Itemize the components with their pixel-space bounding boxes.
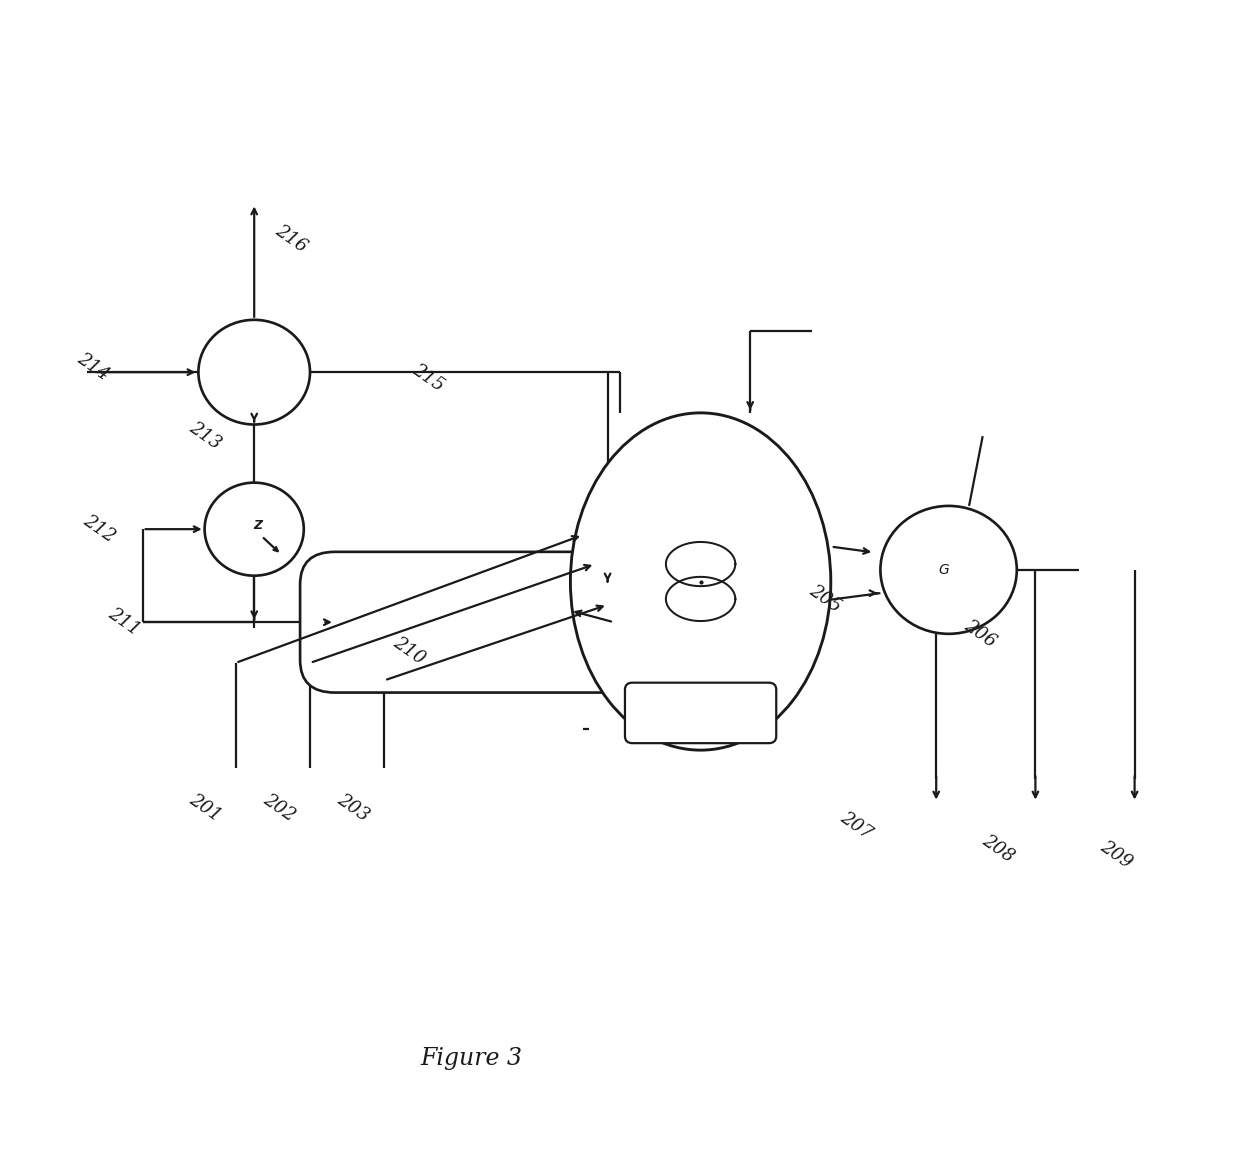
Text: 214: 214 [73, 349, 113, 384]
Text: 215: 215 [408, 361, 448, 395]
FancyBboxPatch shape [300, 552, 642, 693]
Text: 210: 210 [389, 634, 429, 669]
FancyBboxPatch shape [625, 683, 776, 743]
Text: 208: 208 [978, 832, 1018, 866]
Text: 203: 203 [334, 791, 373, 826]
Text: 212: 212 [79, 512, 119, 547]
Text: 216: 216 [272, 221, 311, 256]
Text: 204: 204 [668, 704, 708, 739]
Text: Figure 3: Figure 3 [420, 1047, 522, 1070]
Text: Z: Z [253, 519, 263, 533]
Text: 205: 205 [805, 582, 844, 616]
Text: 207: 207 [836, 808, 875, 843]
Text: 206: 206 [960, 616, 999, 651]
Text: 211: 211 [104, 605, 144, 640]
Circle shape [205, 483, 304, 576]
Text: 201: 201 [185, 791, 224, 826]
Text: G: G [939, 563, 949, 577]
Ellipse shape [570, 413, 831, 750]
Text: 213: 213 [185, 419, 224, 454]
Circle shape [880, 506, 1017, 634]
Text: 209: 209 [1096, 837, 1136, 872]
Circle shape [198, 320, 310, 424]
Text: 202: 202 [259, 791, 299, 826]
